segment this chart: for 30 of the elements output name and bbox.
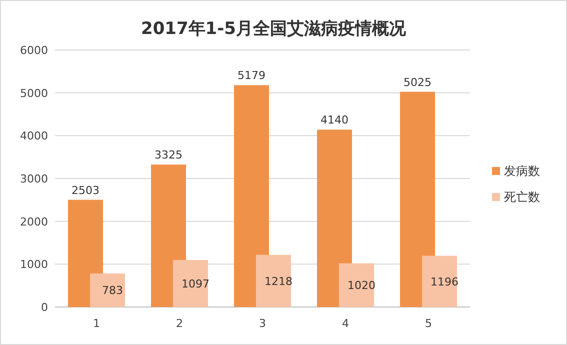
bar — [339, 263, 374, 307]
x-tick-label: 1 — [93, 317, 100, 330]
y-tick-label: 5000 — [20, 86, 48, 100]
data-label: 5025 — [404, 76, 432, 89]
bar — [90, 273, 125, 307]
legend-label: 死亡数 — [504, 190, 540, 204]
data-label: 4140 — [320, 114, 348, 127]
data-label: 783 — [102, 284, 123, 298]
bar — [173, 260, 208, 307]
y-tick-label: 1000 — [20, 258, 48, 272]
y-tick-label: 0 — [41, 301, 48, 314]
data-label: 1020 — [348, 279, 376, 292]
chart-title: 2017年1-5月全国艾滋病疫情概况 — [140, 19, 408, 39]
x-tick-label: 4 — [342, 317, 349, 330]
data-label: 1196 — [430, 275, 458, 288]
y-tick-label: 3000 — [20, 172, 48, 186]
y-tick-label: 6000 — [20, 44, 48, 57]
data-label: 1218 — [264, 274, 292, 288]
x-tick-label: 2 — [176, 317, 183, 330]
y-tick-label: 4000 — [20, 130, 48, 143]
data-label: 3325 — [154, 148, 182, 162]
x-tick-label: 5 — [425, 317, 432, 330]
data-label: 1097 — [182, 278, 210, 291]
legend-label: 发病数 — [504, 164, 540, 178]
y-tick-label: 2000 — [20, 215, 48, 228]
bar — [256, 254, 291, 307]
x-tick-label: 3 — [259, 317, 266, 330]
data-label: 2503 — [72, 184, 100, 197]
data-label: 5179 — [238, 69, 266, 82]
bar — [422, 256, 457, 307]
